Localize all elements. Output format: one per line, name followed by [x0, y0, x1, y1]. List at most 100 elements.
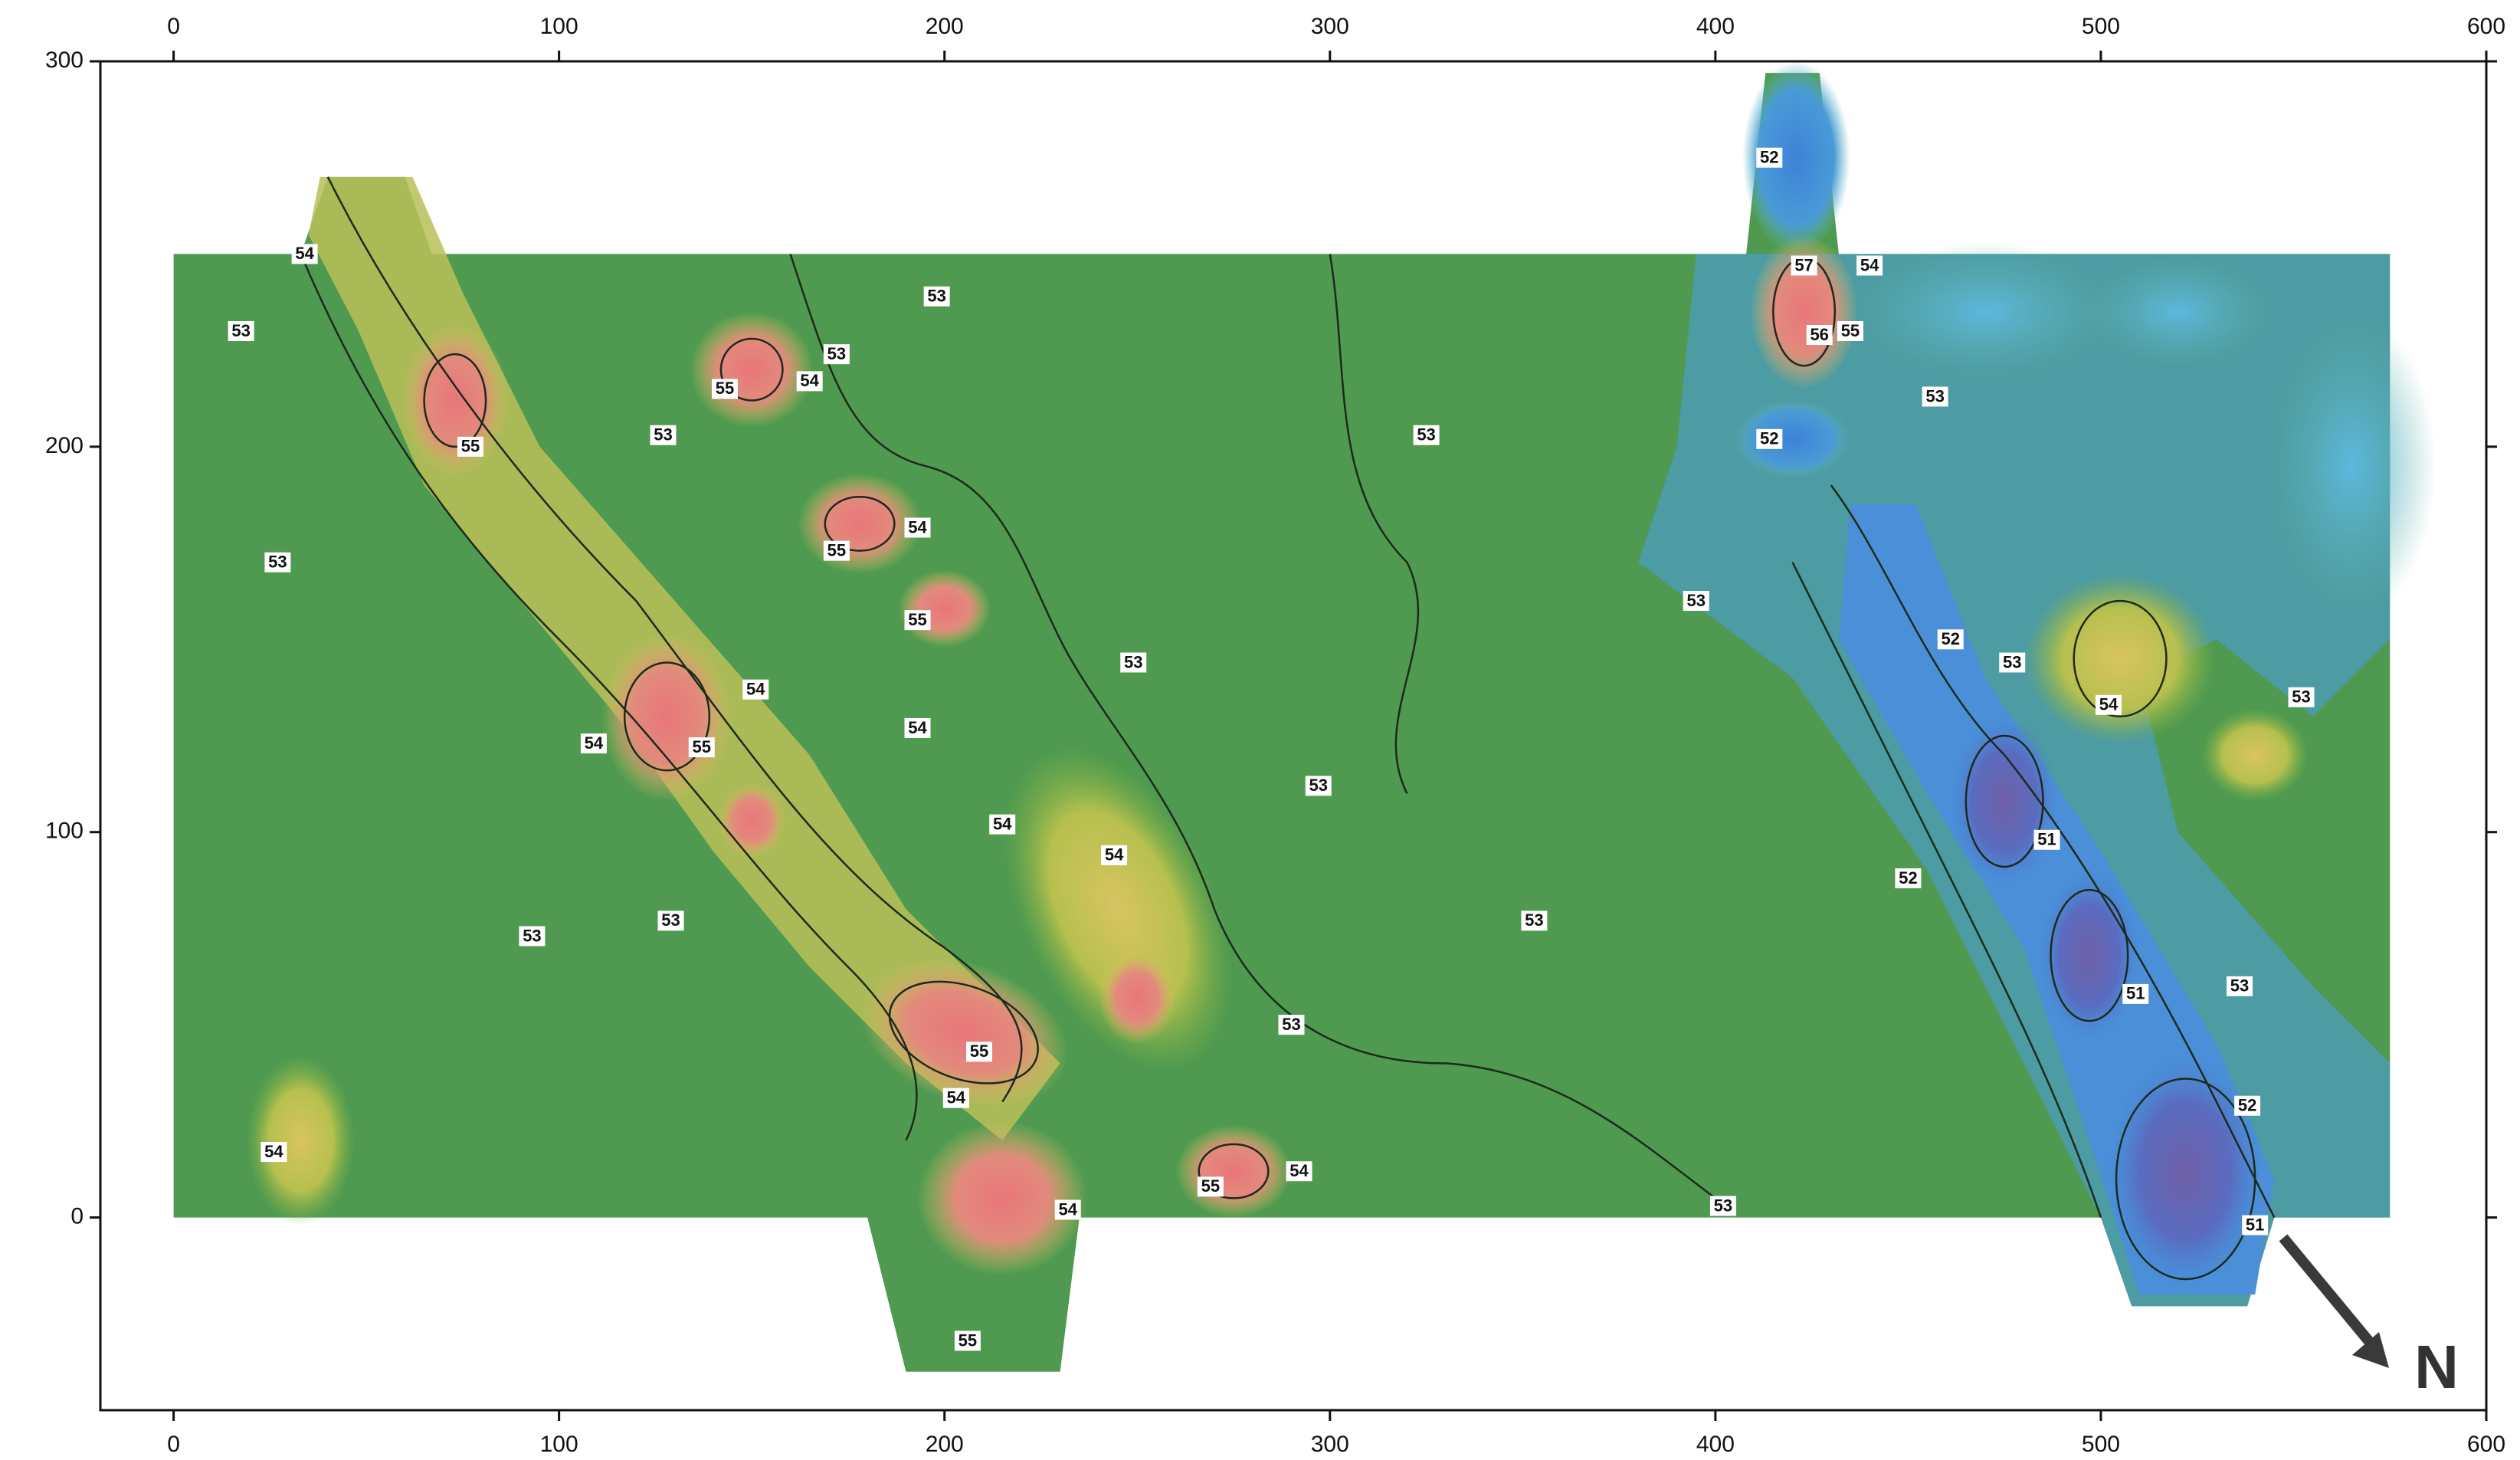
low — [2081, 254, 2275, 370]
low — [1735, 400, 1850, 478]
contour-label-text: 53 — [661, 910, 680, 930]
high — [2200, 708, 2309, 802]
contour-label: 53 — [228, 321, 254, 341]
contour-label-box — [1791, 255, 1817, 276]
contour-label-text: 56 — [1810, 325, 1828, 344]
contour-label-text: 53 — [1714, 1196, 1732, 1215]
contour-label-box — [261, 1142, 287, 1163]
contour-label-text: 53 — [1686, 591, 1705, 610]
contour-label-box — [923, 286, 950, 307]
x-tick-label: 0 — [167, 14, 180, 39]
contour-label-text: 55 — [716, 379, 734, 398]
contour-label-text: 53 — [927, 287, 945, 306]
contour-label-text: 54 — [264, 1142, 283, 1161]
contour-label-box — [228, 321, 254, 341]
contour-label-text: 52 — [1899, 868, 1917, 887]
contour-label: 54 — [904, 718, 931, 738]
contour-label: 52 — [1756, 429, 1783, 449]
contour-label-text: 53 — [1309, 776, 1327, 795]
contour-label-text: 54 — [585, 733, 604, 753]
contour-label-text: 53 — [654, 425, 672, 445]
contour-label: 53 — [823, 344, 850, 365]
north-arrow: N — [2279, 1234, 2459, 1401]
high — [1175, 1124, 1292, 1218]
contour-label-box — [2288, 687, 2315, 707]
contour-label-text: 55 — [1201, 1176, 1220, 1196]
contour-label-text: 51 — [2037, 830, 2056, 849]
contour-label-text: 54 — [800, 371, 819, 390]
contour-label-text: 57 — [1794, 255, 1813, 274]
high — [690, 311, 814, 428]
contour-label: 55 — [823, 540, 850, 561]
contour-label-text: 54 — [1860, 255, 1879, 274]
y-tick-label: 100 — [45, 819, 84, 844]
contour-label: 54 — [904, 517, 931, 538]
contour-label-text: 53 — [231, 321, 250, 340]
contour-label: 52 — [1937, 629, 1964, 650]
y-tick-label: 0 — [70, 1203, 84, 1229]
contour-label-text: 53 — [268, 553, 287, 572]
contour-label: 54 — [796, 371, 823, 392]
contour-label: 53 — [1521, 910, 1548, 931]
contour-label-text: 52 — [1760, 429, 1778, 448]
contour-label-text: 52 — [1941, 629, 1959, 648]
low — [2108, 1055, 2263, 1288]
contour-label: 57 — [1791, 255, 1817, 276]
contour-label: 55 — [688, 737, 715, 758]
contour-label-box — [904, 517, 931, 538]
x-tick-label: 600 — [2467, 14, 2505, 39]
contour-label-box — [823, 540, 850, 561]
contour-label: 54 — [1054, 1199, 1081, 1220]
x-tick-label: 500 — [2082, 1432, 2120, 1457]
contour-label-box — [1521, 910, 1548, 931]
low — [1950, 716, 2059, 887]
high — [401, 323, 510, 478]
x-tick-label: 400 — [1696, 14, 1735, 39]
contour-label: 53 — [657, 910, 684, 931]
contour-label-box — [1413, 425, 1440, 445]
contour-label: 51 — [2033, 829, 2060, 850]
contour-label-box — [2242, 1215, 2269, 1235]
x-tick-label: 300 — [1311, 1432, 1349, 1457]
contour-label: 51 — [2122, 984, 2149, 1004]
contour-label-text: 54 — [1105, 845, 1124, 865]
contour-label: 55 — [1197, 1176, 1224, 1197]
contour-label: 55 — [1837, 321, 1863, 341]
contour-label-box — [291, 244, 318, 264]
contour-label: 53 — [1709, 1196, 1736, 1216]
contour-label-box — [2227, 976, 2253, 996]
contour-label-box — [2033, 829, 2060, 850]
contour-label-box — [1305, 776, 1332, 796]
north-label: N — [2414, 1333, 2459, 1401]
contour-label: 53 — [1120, 652, 1147, 673]
contour-label: 52 — [2234, 1096, 2261, 1116]
contour-label-text: 53 — [1925, 386, 1944, 405]
y-tick-label: 200 — [45, 433, 84, 458]
contour-label: 55 — [904, 610, 931, 631]
map-frame — [99, 60, 2488, 1412]
contour-label-box — [1856, 255, 1883, 276]
contour-label: 53 — [2288, 687, 2315, 707]
contour-label-text: 55 — [1841, 321, 1860, 340]
contour-label-text: 55 — [827, 540, 846, 559]
contour-label: 52 — [1895, 868, 1922, 889]
contour-label-box — [1683, 591, 1709, 611]
north-arrow-shaft — [2279, 1234, 2380, 1353]
high — [716, 782, 787, 859]
contour-label-text: 53 — [1417, 425, 1435, 445]
contour-label-text: 54 — [1058, 1199, 1077, 1219]
contour-label-text: 54 — [947, 1088, 966, 1107]
contour-label-box — [904, 610, 931, 631]
contour-label-text: 53 — [1282, 1015, 1300, 1034]
contour-label: 53 — [1922, 386, 1948, 407]
contour-label-box — [742, 679, 769, 700]
contour-label-text: 52 — [1760, 148, 1778, 167]
high — [2024, 573, 2217, 744]
contour-label-box — [942, 1088, 969, 1108]
contour-label: 55 — [965, 1042, 992, 1062]
contour-label-text: 53 — [827, 344, 846, 363]
contour-label: 55 — [711, 379, 738, 399]
contour-label-text: 53 — [2292, 687, 2310, 707]
contour-label-box — [519, 926, 546, 947]
contour-label: 54 — [580, 733, 607, 754]
